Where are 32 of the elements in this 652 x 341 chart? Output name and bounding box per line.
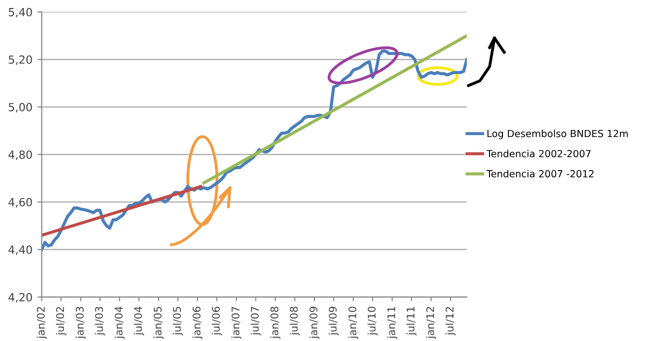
legend-label: Tendencia 2007 -2012 — [486, 170, 594, 178]
x-tick-label: jul/07 — [250, 306, 261, 336]
x-tick-label: jul/09 — [328, 306, 339, 336]
y-tick-label: 4,80 — [8, 150, 32, 160]
x-tick-label: jul/05 — [172, 306, 183, 336]
x-tick-label: jul/02 — [56, 307, 66, 336]
x-tick-label: jan/09 — [309, 306, 320, 339]
x-tick-label: jul/11 — [406, 307, 417, 336]
x-tick-label: jan/05 — [154, 306, 164, 339]
x-tick-label: jan/06 — [192, 306, 203, 339]
x-tick-label: jul/03 — [94, 306, 105, 336]
x-tick-label: jul/10 — [368, 306, 378, 336]
legend-label: Log Desembolso BNDES 12m — [487, 130, 628, 140]
x-tick-label: jan/07 — [231, 306, 242, 339]
x-tick-label: jul/04 — [134, 306, 144, 336]
x-tick-label: jan/10 — [348, 306, 358, 339]
x-tick-label: jan/02 — [36, 307, 47, 339]
y-tick-label: 4,60 — [8, 198, 32, 208]
x-tick-label: jul/12 — [445, 307, 456, 336]
y-tick-label: 4,40 — [8, 245, 32, 256]
x-tick-label: jan/03 — [76, 306, 86, 339]
y-tick-label: 5,40 — [8, 8, 32, 18]
x-tick-label: jan/11 — [387, 307, 398, 339]
x-tick-label: jul/06 — [212, 306, 222, 336]
y-tick-label: 5,20 — [8, 55, 32, 65]
x-tick-label: jul/08 — [290, 306, 300, 336]
x-tick-label: jan/12 — [426, 307, 436, 339]
y-tick-label: 4,20 — [8, 292, 32, 303]
legend-label: Tendencia 2002-2007 — [486, 150, 591, 158]
x-tick-label: jan/04 — [114, 306, 125, 339]
y-tick-label: 5,00 — [8, 102, 32, 112]
x-tick-label: jan/08 — [270, 306, 280, 339]
